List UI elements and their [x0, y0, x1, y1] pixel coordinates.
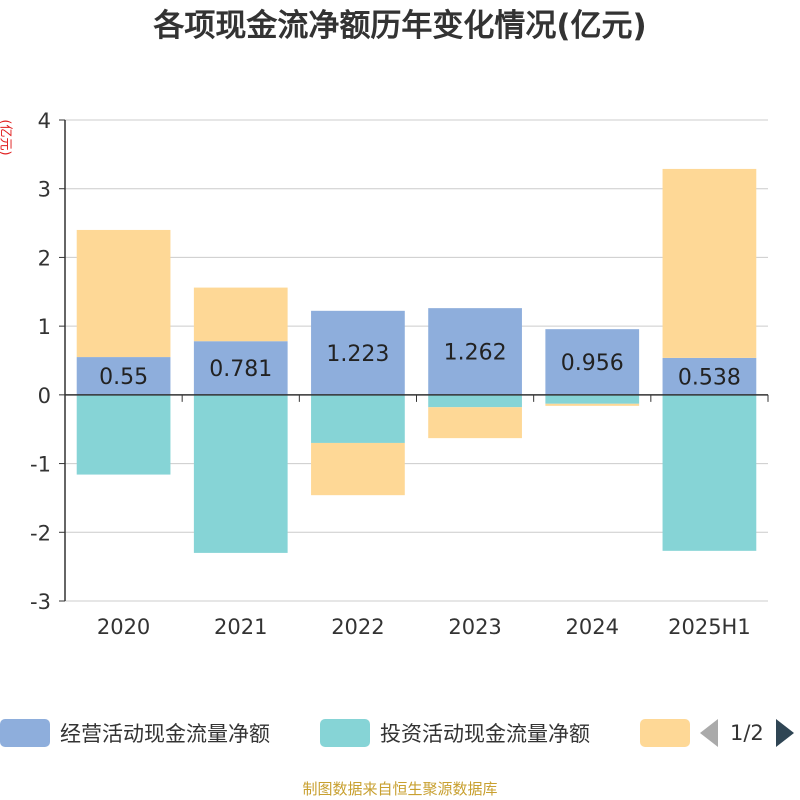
x-tick-label: 2024: [566, 615, 619, 639]
bar-segment-investing: [76, 394, 171, 475]
y-tick-label: 2: [38, 246, 51, 270]
data-label: 0.538: [678, 365, 741, 390]
bar-segment-investing: [662, 394, 757, 551]
bar-segment-operating: [311, 310, 405, 395]
x-tick-label: 2020: [97, 615, 150, 639]
bar-segment-operating: [193, 341, 288, 395]
legend-item-financing[interactable]: [640, 718, 690, 748]
legend: 经营活动现金流量净额 投资活动现金流量净额 1/2: [0, 712, 800, 756]
legend-swatch: [0, 719, 50, 747]
legend-item-operating[interactable]: 经营活动现金流量净额: [0, 718, 270, 748]
triangle-left-icon[interactable]: [700, 719, 718, 747]
bar-segment-operating: [662, 357, 757, 395]
bar-segment-financing: [193, 287, 288, 342]
y-tick-label: 1: [38, 315, 51, 339]
bar-segment-financing: [545, 403, 640, 406]
bar-segment-investing: [193, 394, 288, 553]
y-tick-label: -1: [30, 453, 51, 477]
bar-segment-operating: [76, 357, 171, 395]
bar-segment-investing: [428, 394, 522, 408]
bar-segment-investing: [545, 394, 640, 404]
chart-title: 各项现金流净额历年变化情况(亿元): [153, 8, 647, 44]
data-label: 0.781: [209, 357, 272, 382]
x-tick-label: 2022: [331, 615, 384, 639]
data-label: 1.223: [326, 342, 389, 367]
legend-pager: 1/2: [700, 718, 794, 748]
legend-label: 经营活动现金流量净额: [60, 722, 270, 746]
bar-segment-financing: [428, 407, 522, 439]
legend-page-indicator: 1/2: [730, 721, 764, 745]
legend-swatch: [320, 719, 370, 747]
data-source-note: 制图数据来自恒生聚源数据库: [302, 780, 498, 798]
y-tick-label: -3: [30, 590, 51, 614]
x-tick-label: 2025H1: [668, 615, 751, 639]
legend-label: 投资活动现金流量净额: [380, 722, 590, 746]
legend-item-investing[interactable]: 投资活动现金流量净额: [320, 718, 590, 748]
x-tick-label: 2021: [214, 615, 267, 639]
bar-segment-financing: [76, 229, 171, 358]
data-label: 1.262: [444, 340, 507, 365]
cashflow-chart: -3 -2 -1 0 1 2 3 4 0.55 0.781 1.223 1.262 0.956 0.538…: [30, 109, 769, 639]
bar-segment-operating: [545, 329, 640, 395]
bar-segment-financing: [662, 168, 757, 358]
y-tick-label: 0: [38, 384, 51, 408]
y-tick-label: 3: [38, 178, 51, 202]
y-tick-label: 4: [38, 109, 51, 133]
bar-segment-investing: [311, 394, 405, 443]
x-tick-label: 2023: [448, 615, 501, 639]
legend-swatch: [640, 719, 690, 747]
bar-segment-financing: [311, 442, 405, 496]
y-tick-label: -2: [30, 521, 51, 545]
triangle-right-icon[interactable]: [775, 719, 794, 747]
data-label: 0.956: [561, 351, 624, 376]
bar-segment-operating: [428, 308, 522, 395]
data-label: 0.55: [99, 365, 148, 390]
